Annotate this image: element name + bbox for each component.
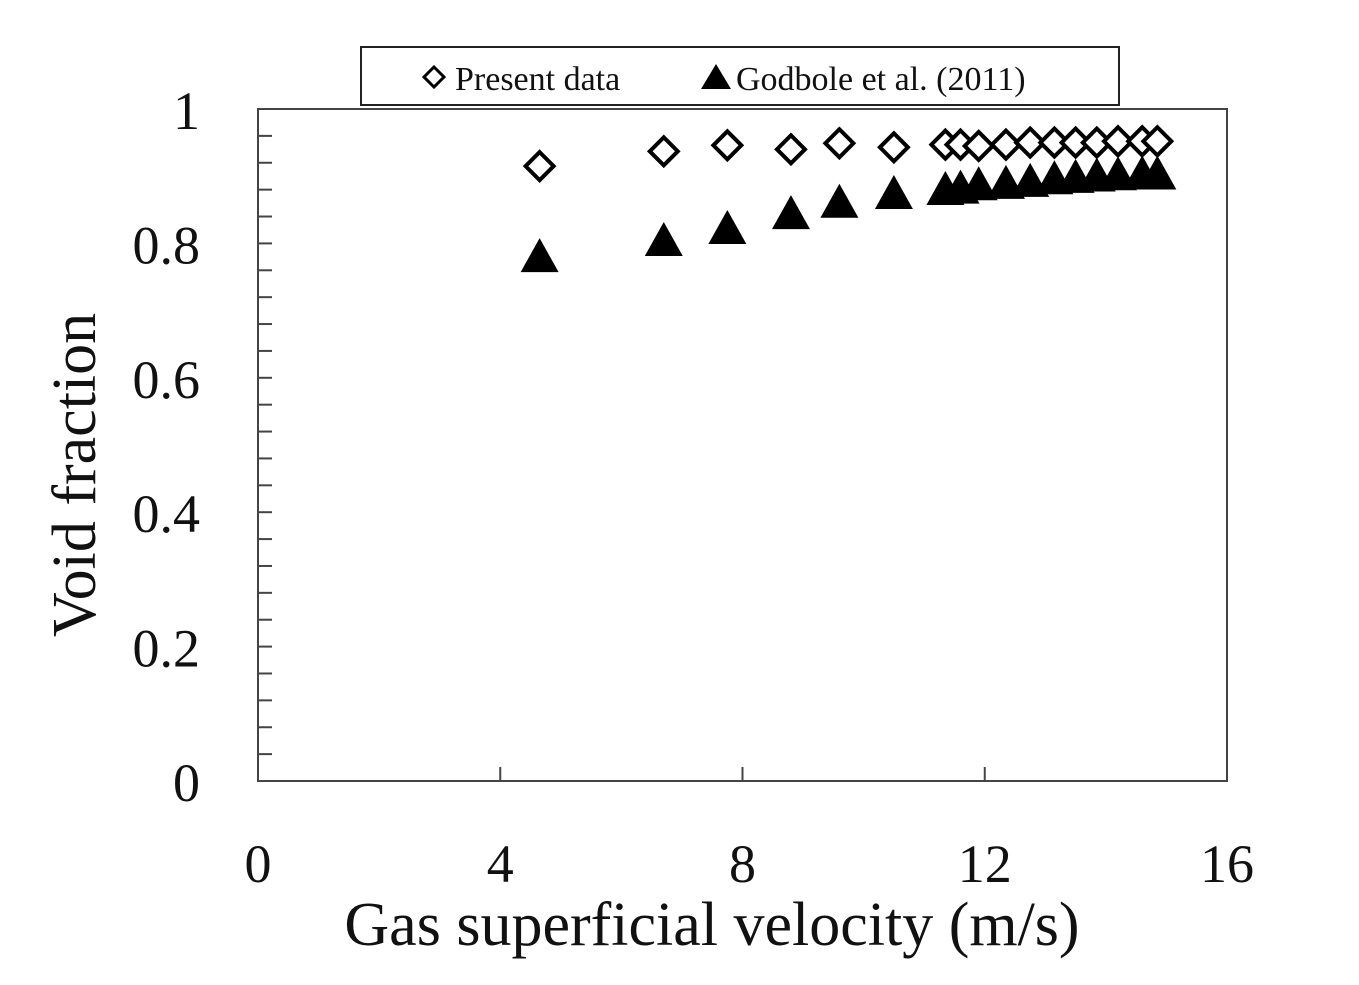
x-tick-label: 0 xyxy=(245,834,272,894)
x-ticks xyxy=(499,767,986,781)
x-tick-label: 12 xyxy=(958,834,1012,894)
present-data-point xyxy=(877,130,911,165)
x-tick-label: 4 xyxy=(487,834,514,894)
y-tick-label: 0.6 xyxy=(133,350,201,410)
godbole-data-point xyxy=(1138,155,1177,190)
godbole-data-point xyxy=(1098,156,1137,191)
y-tick-labels: 0 0.2 0.4 0.6 0.8 1 xyxy=(133,81,201,813)
y-minor-ticks xyxy=(258,134,272,756)
x-tick-label: 16 xyxy=(1200,834,1254,894)
x-tick-label: 8 xyxy=(729,834,756,894)
godbole-data-point xyxy=(820,183,859,218)
godbole-data-point xyxy=(708,209,747,244)
legend-marker-open-diamond xyxy=(421,64,447,90)
present-data-point xyxy=(989,127,1023,162)
legend-marker-filled-triangle xyxy=(701,64,731,89)
godbole-data-point xyxy=(644,222,683,257)
legend-label-present-data: Present data xyxy=(455,61,620,98)
y-tick-label: 0.8 xyxy=(133,215,201,275)
y-tick-label: 0.4 xyxy=(133,484,201,544)
legend-box xyxy=(360,46,1120,106)
present-data-point xyxy=(1013,125,1047,160)
plot-area xyxy=(257,108,1228,782)
present-data-point xyxy=(1140,124,1175,159)
present-data-point xyxy=(822,126,857,161)
godbole-data-point xyxy=(959,166,998,201)
godbole-data-point xyxy=(520,238,559,273)
y-tick-label: 1 xyxy=(173,81,200,141)
legend-entry-present-data: Present data xyxy=(421,61,620,98)
present-data-point xyxy=(710,128,745,163)
present-data-point xyxy=(1101,124,1135,159)
y-tick-label: 0 xyxy=(173,753,200,813)
y-tick-label: 0.2 xyxy=(133,619,201,679)
x-tick-labels: 0 4 8 12 16 xyxy=(245,834,1255,894)
godbole-data-point xyxy=(771,195,810,230)
present-data-point xyxy=(646,134,681,169)
godbole-data-point xyxy=(874,175,913,210)
series-present-data xyxy=(522,124,1175,183)
series-godbole xyxy=(520,155,1177,273)
legend-entry-godbole: Godbole et al. (2011) xyxy=(701,61,1026,98)
x-axis-title: Gas superficial velocity (m/s) xyxy=(344,891,1079,959)
y-axis-title: Void fraction xyxy=(41,313,109,637)
present-data-point xyxy=(522,149,557,183)
present-data-point xyxy=(774,132,808,167)
legend-label-godbole: Godbole et al. (2011) xyxy=(736,61,1026,98)
present-data-point xyxy=(961,129,996,163)
